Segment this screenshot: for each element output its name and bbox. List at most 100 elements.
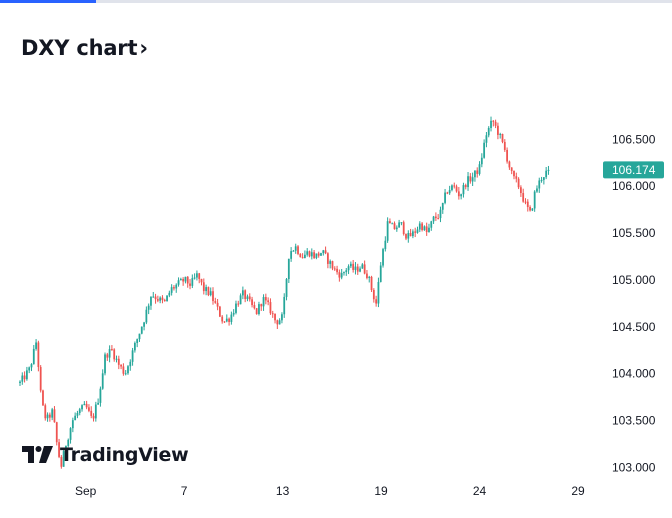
candle-body xyxy=(526,201,529,208)
candle-body xyxy=(476,170,479,174)
tradingview-logo[interactable]: TradingView xyxy=(22,444,189,466)
candle-body xyxy=(356,266,359,272)
candle-body xyxy=(278,320,281,325)
candle-body xyxy=(46,414,49,419)
candle-body xyxy=(200,278,203,283)
candle-body xyxy=(99,388,102,403)
candle-body xyxy=(175,284,178,289)
candle-body xyxy=(147,305,150,310)
candle-body xyxy=(92,415,95,419)
candle-body xyxy=(21,375,24,382)
candle-body xyxy=(196,273,198,278)
candle-body xyxy=(405,234,407,239)
candle-body xyxy=(186,276,189,284)
chevron-right-icon: › xyxy=(139,36,148,60)
candle-body xyxy=(205,287,208,292)
candle-body xyxy=(97,402,100,405)
candle-body xyxy=(400,222,403,224)
candle-body xyxy=(361,264,364,269)
candle-body xyxy=(522,193,525,202)
candle-body xyxy=(497,125,499,135)
candle-body xyxy=(48,414,51,418)
candle-body xyxy=(437,218,440,220)
candle-body xyxy=(264,297,267,301)
candle-body xyxy=(386,221,389,241)
candle-body xyxy=(545,170,548,178)
candle-body xyxy=(156,299,159,301)
candle-body xyxy=(354,266,357,270)
candle-body xyxy=(439,209,442,219)
candle-body xyxy=(480,157,483,165)
candle-body xyxy=(143,322,145,327)
x-axis: Sep 7 13 19 24 29 xyxy=(75,484,585,498)
candle-body xyxy=(111,349,113,351)
candle-body xyxy=(524,201,527,203)
candle-body xyxy=(244,290,247,300)
candle-body xyxy=(370,276,373,290)
candle-body xyxy=(536,188,538,192)
candle-body xyxy=(326,253,329,264)
candle-body xyxy=(124,373,127,375)
candle-body xyxy=(430,221,433,228)
candle-body xyxy=(108,349,111,358)
candle-body xyxy=(53,409,56,423)
candle-body xyxy=(402,222,405,235)
candle-body xyxy=(94,404,97,419)
candle-body xyxy=(163,300,166,302)
candle-body xyxy=(393,223,396,230)
candle-body xyxy=(441,202,444,210)
candle-body xyxy=(127,366,129,374)
candle-body xyxy=(214,301,217,303)
dxy-chart-link[interactable]: DXY chart › xyxy=(21,36,148,60)
candle-body xyxy=(202,282,205,292)
candle-body xyxy=(347,266,350,271)
x-tick-label: 7 xyxy=(181,484,188,498)
candle-body xyxy=(290,251,293,259)
candle-body xyxy=(338,272,341,278)
candle-body xyxy=(533,191,536,209)
candle-body xyxy=(414,231,417,233)
candle-body xyxy=(71,420,74,429)
candle-body xyxy=(487,127,490,136)
candle-body xyxy=(368,276,371,278)
candle-body xyxy=(499,133,502,135)
current-price-label: 106.174 xyxy=(612,163,656,177)
y-tick-label: 103.000 xyxy=(612,460,656,474)
candle-body xyxy=(377,281,380,304)
candle-body xyxy=(283,296,286,315)
candle-body xyxy=(267,300,270,303)
candle-body xyxy=(506,149,509,162)
candle-body xyxy=(67,439,70,446)
candle-body xyxy=(32,348,35,365)
candle-body xyxy=(343,272,345,274)
x-tick-label: Sep xyxy=(75,484,97,498)
candle-body xyxy=(503,141,506,150)
tradingview-logo-text: TradingView xyxy=(60,444,189,466)
candle-body xyxy=(209,291,212,296)
y-tick-label: 103.500 xyxy=(612,413,656,427)
candle-body xyxy=(35,342,37,349)
candle-body xyxy=(30,364,33,368)
candle-body xyxy=(455,186,458,192)
candle-body xyxy=(78,409,81,413)
candle-body xyxy=(166,295,168,302)
candle-body xyxy=(191,278,194,286)
candle-body xyxy=(232,312,235,315)
candle-body xyxy=(44,405,47,419)
candle-body xyxy=(154,296,157,300)
candle-body xyxy=(230,314,233,322)
candle-body xyxy=(152,296,155,298)
candle-body xyxy=(55,422,58,443)
candle-body xyxy=(37,342,40,368)
candle-body xyxy=(189,283,191,286)
candle-body xyxy=(508,161,511,168)
candle-body xyxy=(173,287,175,289)
candle-body xyxy=(490,120,492,128)
candle-body xyxy=(513,170,515,177)
x-tick-label: 19 xyxy=(374,484,388,498)
candle-body xyxy=(418,223,421,230)
candle-body xyxy=(281,314,283,321)
candles-group xyxy=(19,116,550,469)
candle-body xyxy=(221,316,224,322)
